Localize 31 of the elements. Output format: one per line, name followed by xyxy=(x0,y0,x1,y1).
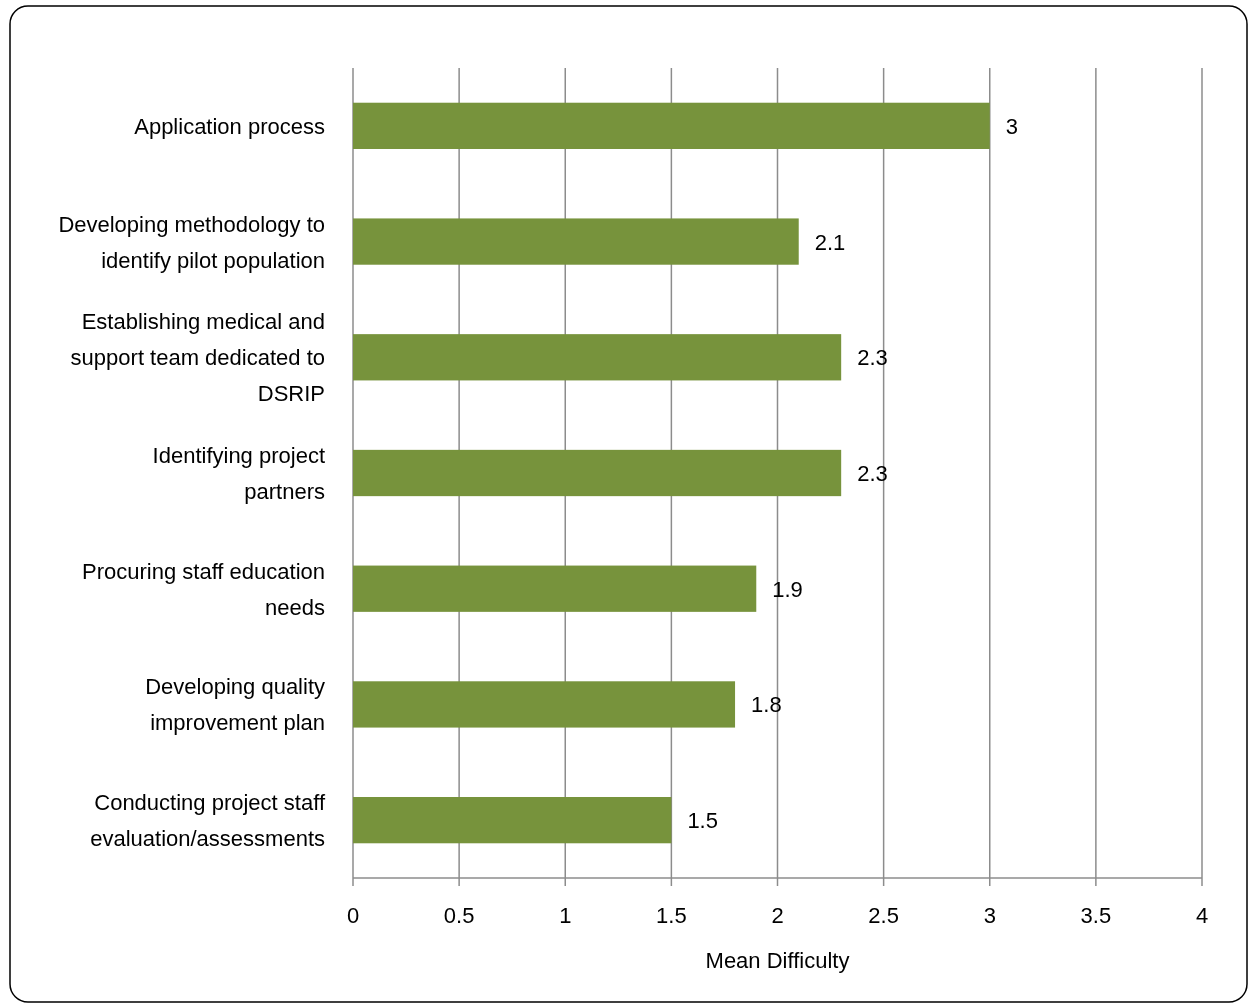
x-axis-title: Mean Difficulty xyxy=(705,948,850,973)
x-tick-label: 2.5 xyxy=(868,903,899,928)
data-label: 1.5 xyxy=(687,808,718,834)
x-tick-label: 3.5 xyxy=(1080,903,1112,928)
bar xyxy=(353,565,757,612)
bar xyxy=(353,681,736,728)
bar xyxy=(353,102,990,149)
x-tick-label: 2 xyxy=(771,903,784,928)
data-label: 2.1 xyxy=(814,229,846,255)
y-tick-label: Establishing medical and support team dedicated to DSRIP xyxy=(70,309,325,407)
data-label: 2.3 xyxy=(857,461,888,486)
y-tick-label: Developing quality improvement plan xyxy=(145,674,325,736)
y-tick-label: Application process xyxy=(134,113,325,139)
data-label: 1.8 xyxy=(751,692,782,718)
data-label: 3 xyxy=(1005,113,1018,139)
data-label: 1.9 xyxy=(772,576,803,602)
x-tick-label: 1.5 xyxy=(656,903,687,928)
bar xyxy=(353,449,842,497)
y-tick-label: Identifying project partners xyxy=(152,443,325,504)
bar xyxy=(353,797,672,844)
x-tick-label: 0 xyxy=(346,903,360,928)
y-tick-label: Developing methodology to identify pilot population xyxy=(58,211,325,273)
y-tick-label: Procuring staff education needs xyxy=(82,558,325,620)
x-tick-label: 3 xyxy=(983,903,996,928)
y-tick-label: Conducting project staff evaluation/assessments xyxy=(90,790,326,852)
bar xyxy=(353,334,842,381)
x-tick-label: 0.5 xyxy=(443,903,475,928)
x-tick-label: 1 xyxy=(559,903,572,928)
data-label: 2.3 xyxy=(857,345,888,371)
x-tick-label: 4 xyxy=(1195,903,1209,928)
bar xyxy=(353,218,799,265)
